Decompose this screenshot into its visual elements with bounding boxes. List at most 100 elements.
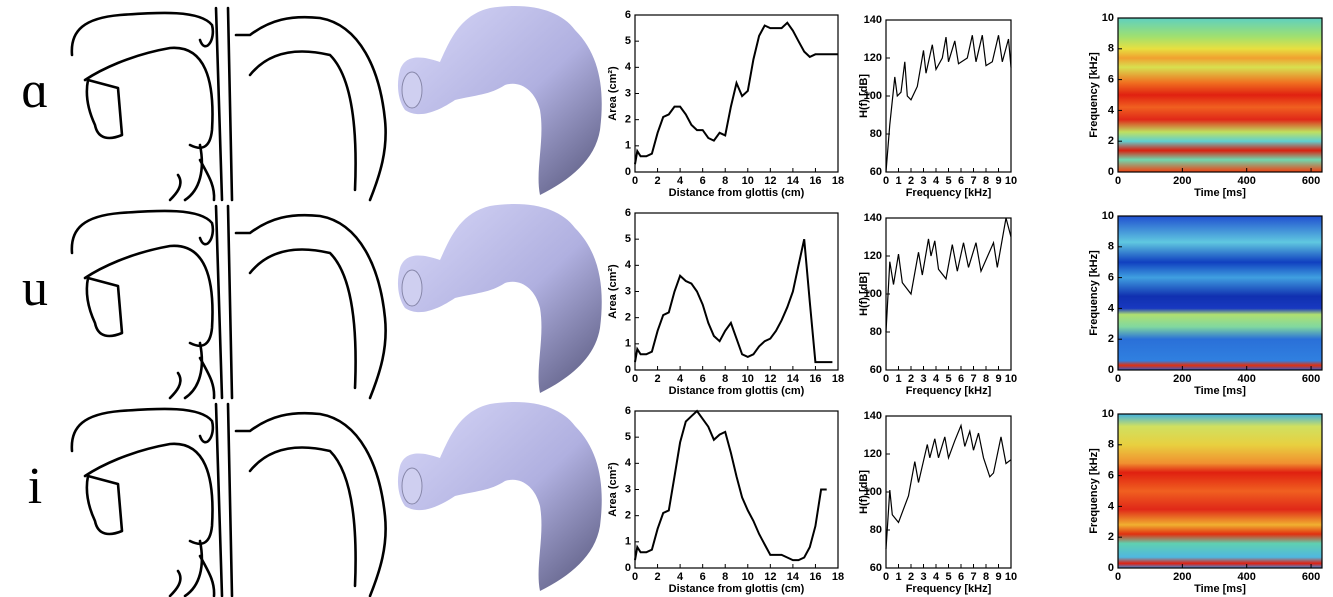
y-tick-label: 4 [625,259,632,271]
y-tick-label: 2 [625,312,631,324]
y-tick-label: 8 [1108,43,1114,55]
outline [168,143,204,202]
x-tick-label: 1 [895,571,901,583]
y-tick-label: 6 [1108,272,1114,284]
y-tick-label: 10 [1102,408,1114,420]
x-tick-label: 9 [995,373,1001,385]
y-tick-label: 80 [870,128,882,140]
outline [85,78,124,140]
plot-frame [885,415,1012,569]
y-tick-label: 2 [625,510,631,522]
x-tick-label: 200 [1173,571,1191,583]
outline [85,474,124,536]
x-tick-label: 2 [908,175,914,187]
x-tick-label: 10 [742,373,754,385]
x-tick-label: 6 [700,373,706,385]
outline [248,248,357,390]
chart: 0 200 400 600 0 2 4 6 8 10 Time [ms] Frequency [kHz… [1088,12,1323,199]
data-line [634,21,838,165]
outline [198,356,216,400]
x-tick-label: 2 [908,571,914,583]
vocal-tract-3d [397,402,602,591]
y-tick-label: 0 [1108,562,1114,574]
x-tick-label: 0 [1115,571,1121,583]
y-tick-label: 60 [870,562,882,574]
x-tick-label: 18 [832,175,844,187]
y-tick-label: 4 [1108,500,1115,512]
y-axis-label: Area (cm²) [607,66,619,121]
x-tick-label: 0 [632,571,638,583]
data-line [885,217,1012,333]
y-tick-label: 4 [1108,104,1115,116]
x-tick-label: 6 [958,175,964,187]
y-tick-label: 4 [625,457,632,469]
x-tick-label: 5 [945,571,951,583]
x-axis-label: Time [ms] [1194,187,1246,199]
y-axis-label: H(f) [dB] [858,272,870,316]
x-axis-label: Time [ms] [1194,385,1246,397]
outline [248,50,357,192]
x-tick-label: 8 [722,571,728,583]
x-tick-label: 0 [883,373,889,385]
y-tick-label: 80 [870,326,882,338]
outline [234,213,387,400]
x-tick-label: 0 [1115,175,1121,187]
y-tick-label: 6 [1108,74,1114,86]
chart: 0 1 2 3 4 5 6 7 8 9 10 60 80 100 120 140 Frequency [kHz]… [858,212,1017,397]
x-tick-label: 0 [632,175,638,187]
vocal-tract-drawing [70,402,387,597]
x-tick-label: 2 [654,175,660,187]
vowel-label: ɑ [21,62,48,119]
outline [85,276,124,338]
x-tick-label: 10 [1005,571,1017,583]
x-tick-label: 16 [809,571,821,583]
vocal-tract-drawing [70,6,387,202]
y-tick-label: 140 [864,410,882,422]
y-tick-label: 0 [625,364,631,376]
x-tick-label: 7 [970,175,976,187]
tube-opening [401,467,423,505]
x-tick-label: 4 [677,571,684,583]
x-tick-label: 9 [995,571,1001,583]
data-line [634,409,827,562]
x-tick-label: 16 [809,373,821,385]
x-tick-label: 3 [920,571,926,583]
x-tick-label: 0 [883,571,889,583]
y-tick-label: 2 [625,114,631,126]
y-axis-label: Frequency [kHz] [1088,250,1100,336]
spectrogram-image [1118,414,1322,568]
y-tick-label: 2 [1108,531,1114,543]
y-tick-label: 2 [1108,333,1114,345]
x-tick-label: 600 [1302,571,1320,583]
x-axis-label: Frequency [kHz] [906,187,992,199]
x-axis-label: Distance from glottis (cm) [669,187,805,199]
y-axis-label: H(f) [dB] [858,74,870,118]
y-tick-label: 3 [625,87,631,99]
y-tick-label: 140 [864,14,882,26]
y-axis-label: H(f) [dB] [858,470,870,514]
y-tick-label: 10 [1102,12,1114,24]
row: i [28,402,602,597]
vocal-tract-3d [397,6,602,195]
outline [70,407,215,453]
x-tick-label: 0 [1115,373,1121,385]
y-tick-label: 3 [625,285,631,297]
y-tick-label: 140 [864,212,882,224]
x-tick-label: 12 [764,373,776,385]
x-tick-label: 1 [895,175,901,187]
y-tick-label: 6 [625,207,631,219]
y-tick-label: 5 [625,431,631,443]
plot-frame [634,14,839,173]
outline [198,554,216,597]
plot-frame [634,212,839,371]
outline [234,15,387,202]
x-tick-label: 7 [970,373,976,385]
vocal-tract-drawing [70,204,387,400]
tube-opening [401,269,423,307]
y-tick-label: 0 [625,166,631,178]
y-tick-label: 100 [864,90,882,102]
x-axis-label: Time [ms] [1194,583,1246,595]
x-tick-label: 10 [1005,373,1017,385]
y-axis-label: Frequency [kHz] [1088,448,1100,534]
